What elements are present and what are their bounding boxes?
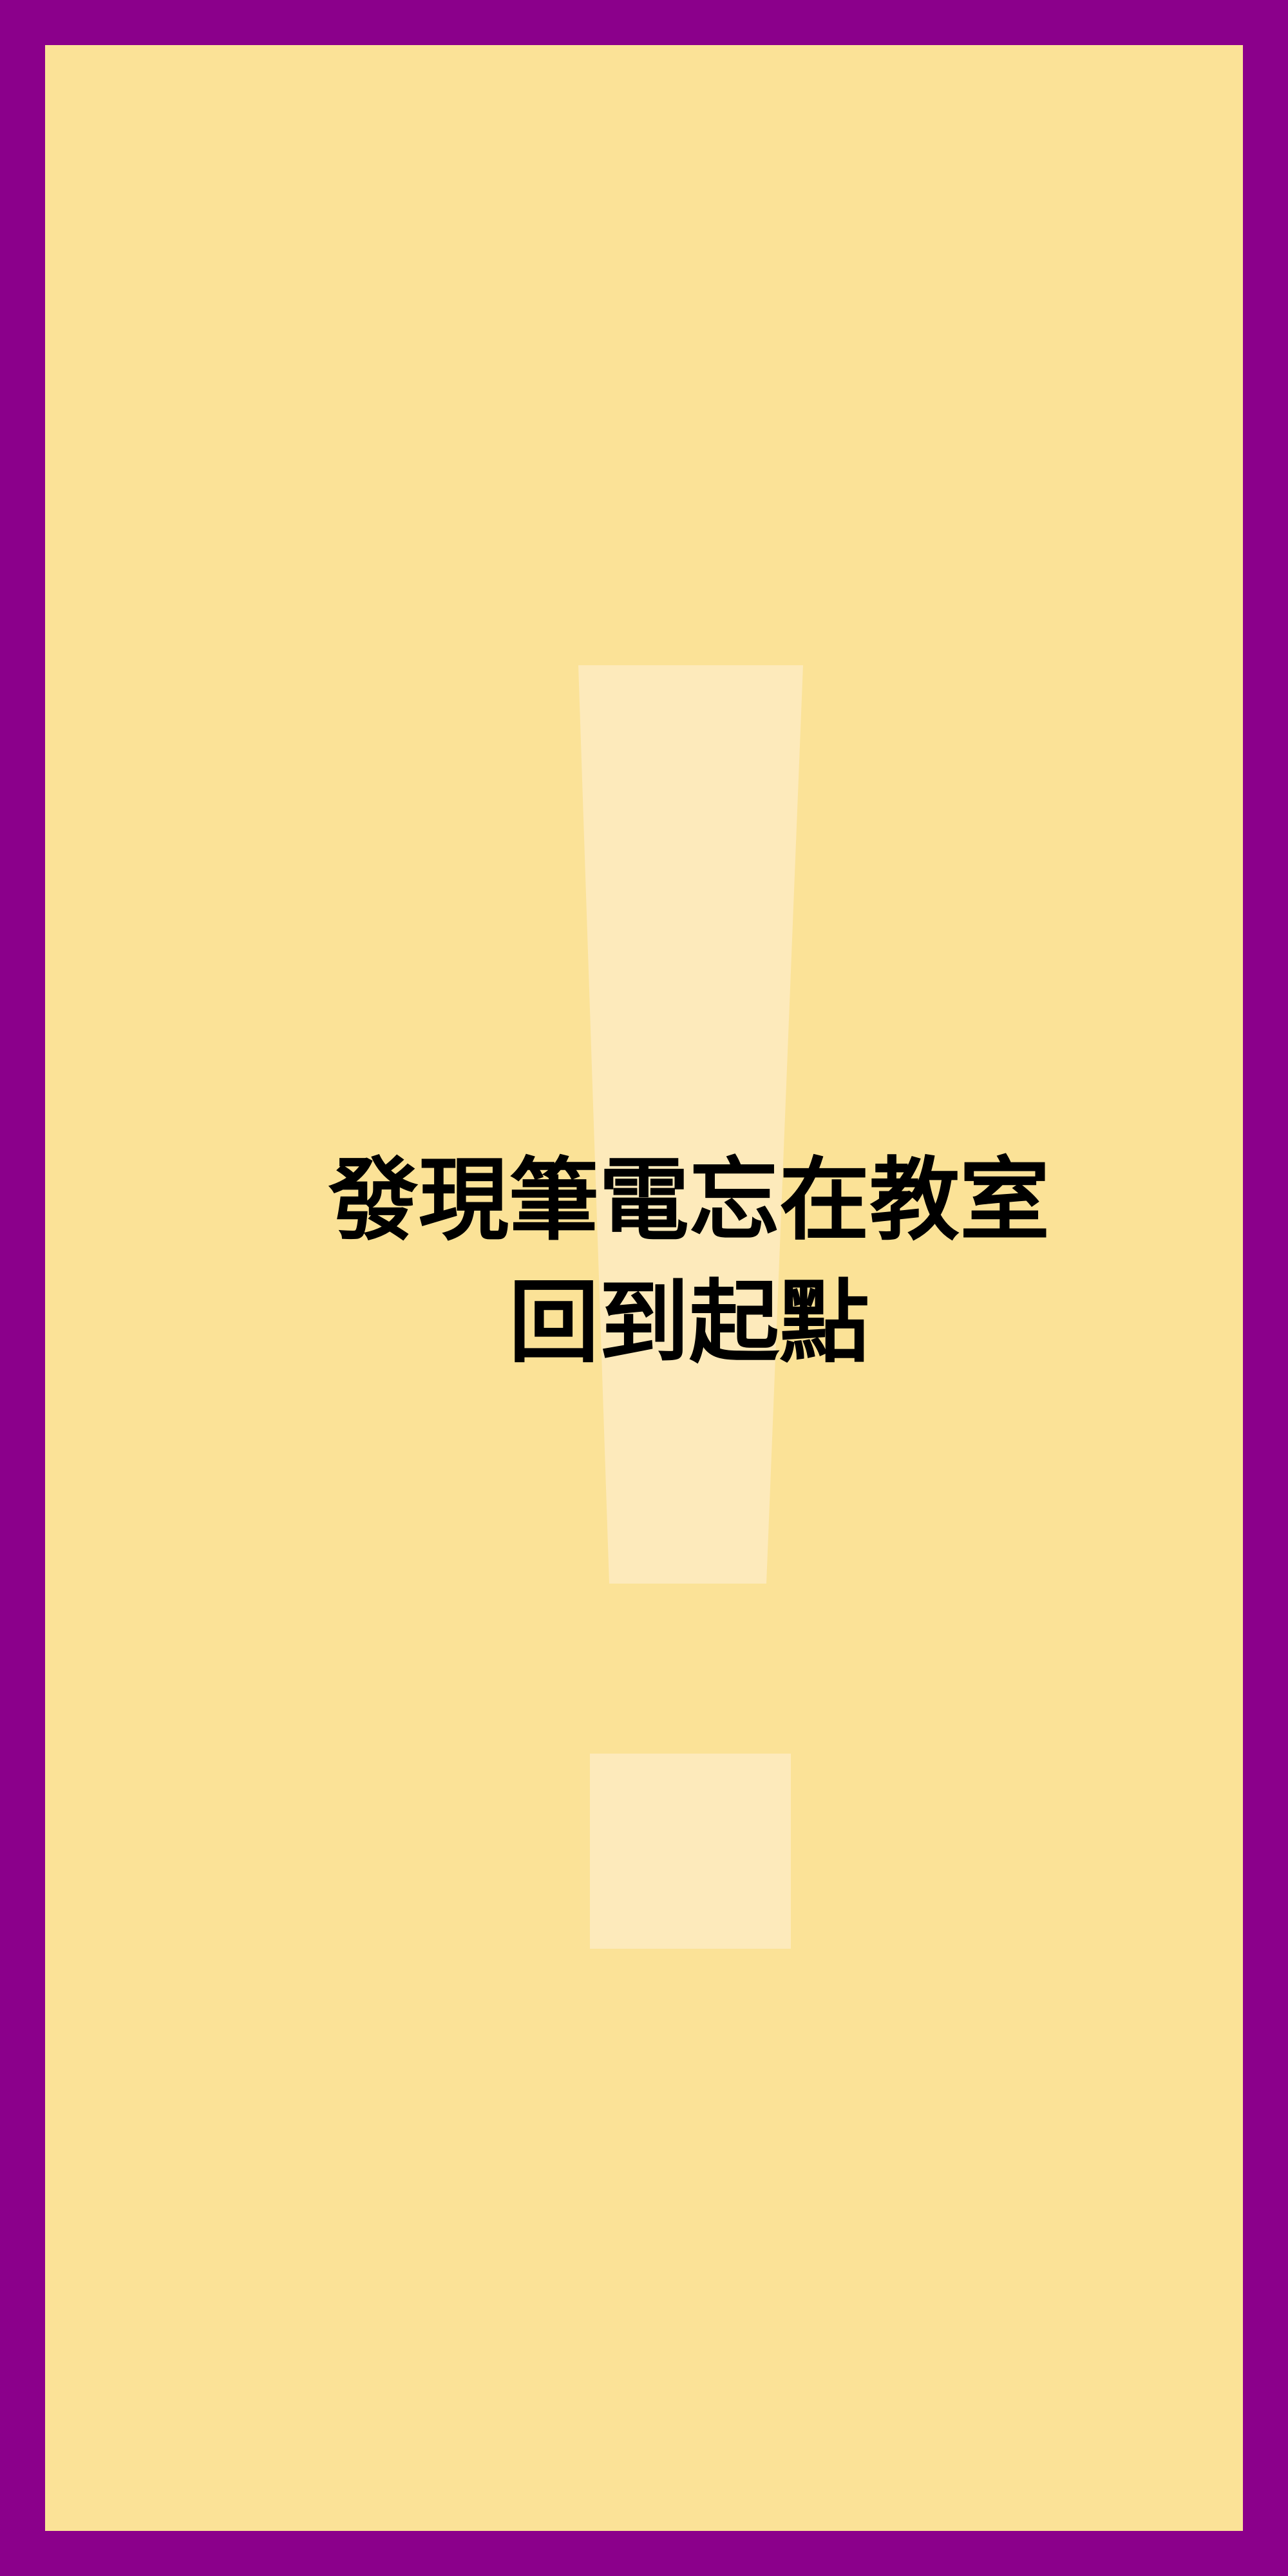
- exclamation-icon: [578, 665, 803, 1949]
- card-message-line-2: 回到起點: [508, 1271, 869, 1376]
- card-message: 發現筆電忘在教室 回到起點: [45, 1140, 1243, 1385]
- exclamation-dot: [590, 1754, 791, 1949]
- card-message-line-1: 發現筆電忘在教室: [328, 1148, 1050, 1253]
- exclamation-bar: [578, 665, 803, 1584]
